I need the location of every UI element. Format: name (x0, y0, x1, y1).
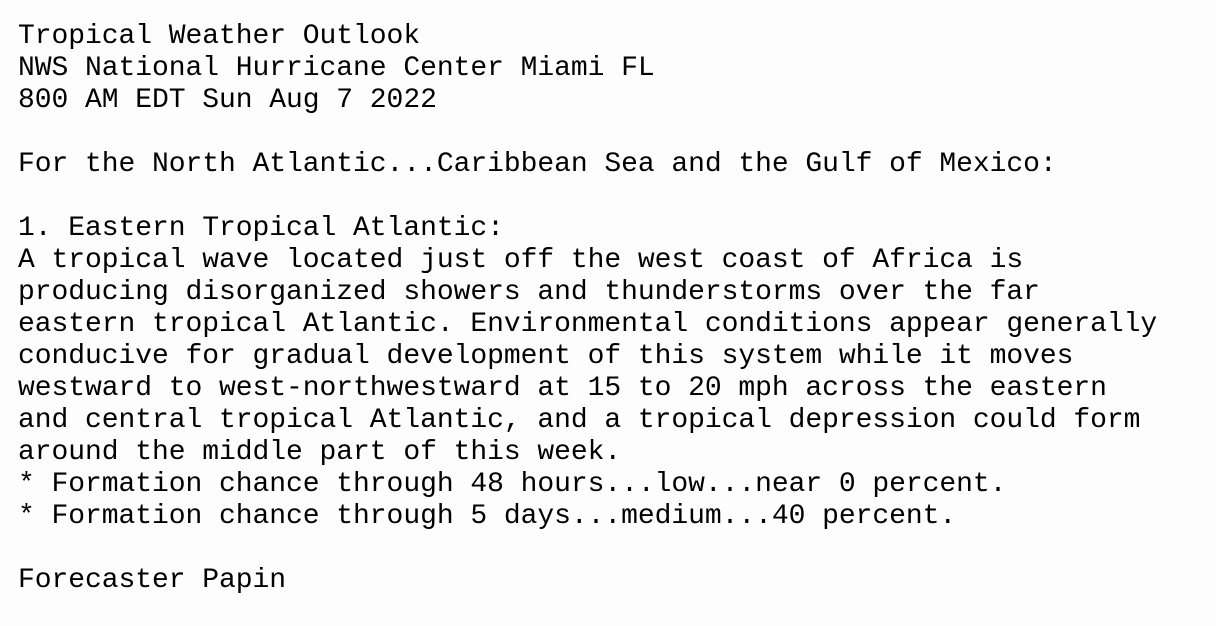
discussion-line: conducive for gradual development of thi… (18, 341, 1074, 372)
discussion-line: producing disorganized showers and thund… (18, 277, 1040, 308)
issue-time: 800 AM EDT Sun Aug 7 2022 (18, 85, 437, 116)
discussion-line: A tropical wave located just off the wes… (18, 245, 1024, 276)
formation-chance-48h: * Formation chance through 48 hours...lo… (18, 469, 1007, 500)
discussion-line: eastern tropical Atlantic. Environmental… (18, 309, 1158, 340)
blank-line (18, 117, 1216, 149)
region-intro: For the North Atlantic...Caribbean Sea a… (18, 149, 1057, 180)
system-heading: 1. Eastern Tropical Atlantic: (18, 213, 504, 244)
issuing-office: NWS National Hurricane Center Miami FL (18, 53, 655, 84)
discussion-line: around the middle part of this week. (18, 437, 622, 468)
forecaster-signature: Forecaster Papin (18, 565, 287, 596)
blank-line (18, 533, 1216, 565)
outlook-document: Tropical Weather Outlook NWS National Hu… (18, 21, 1216, 596)
blank-line (18, 181, 1216, 213)
discussion-line: westward to west-northwestward at 15 to … (18, 373, 1107, 404)
discussion-line: and central tropical Atlantic, and a tro… (18, 405, 1141, 436)
document-title: Tropical Weather Outlook (18, 21, 421, 52)
formation-chance-5day: * Formation chance through 5 days...medi… (18, 501, 957, 532)
